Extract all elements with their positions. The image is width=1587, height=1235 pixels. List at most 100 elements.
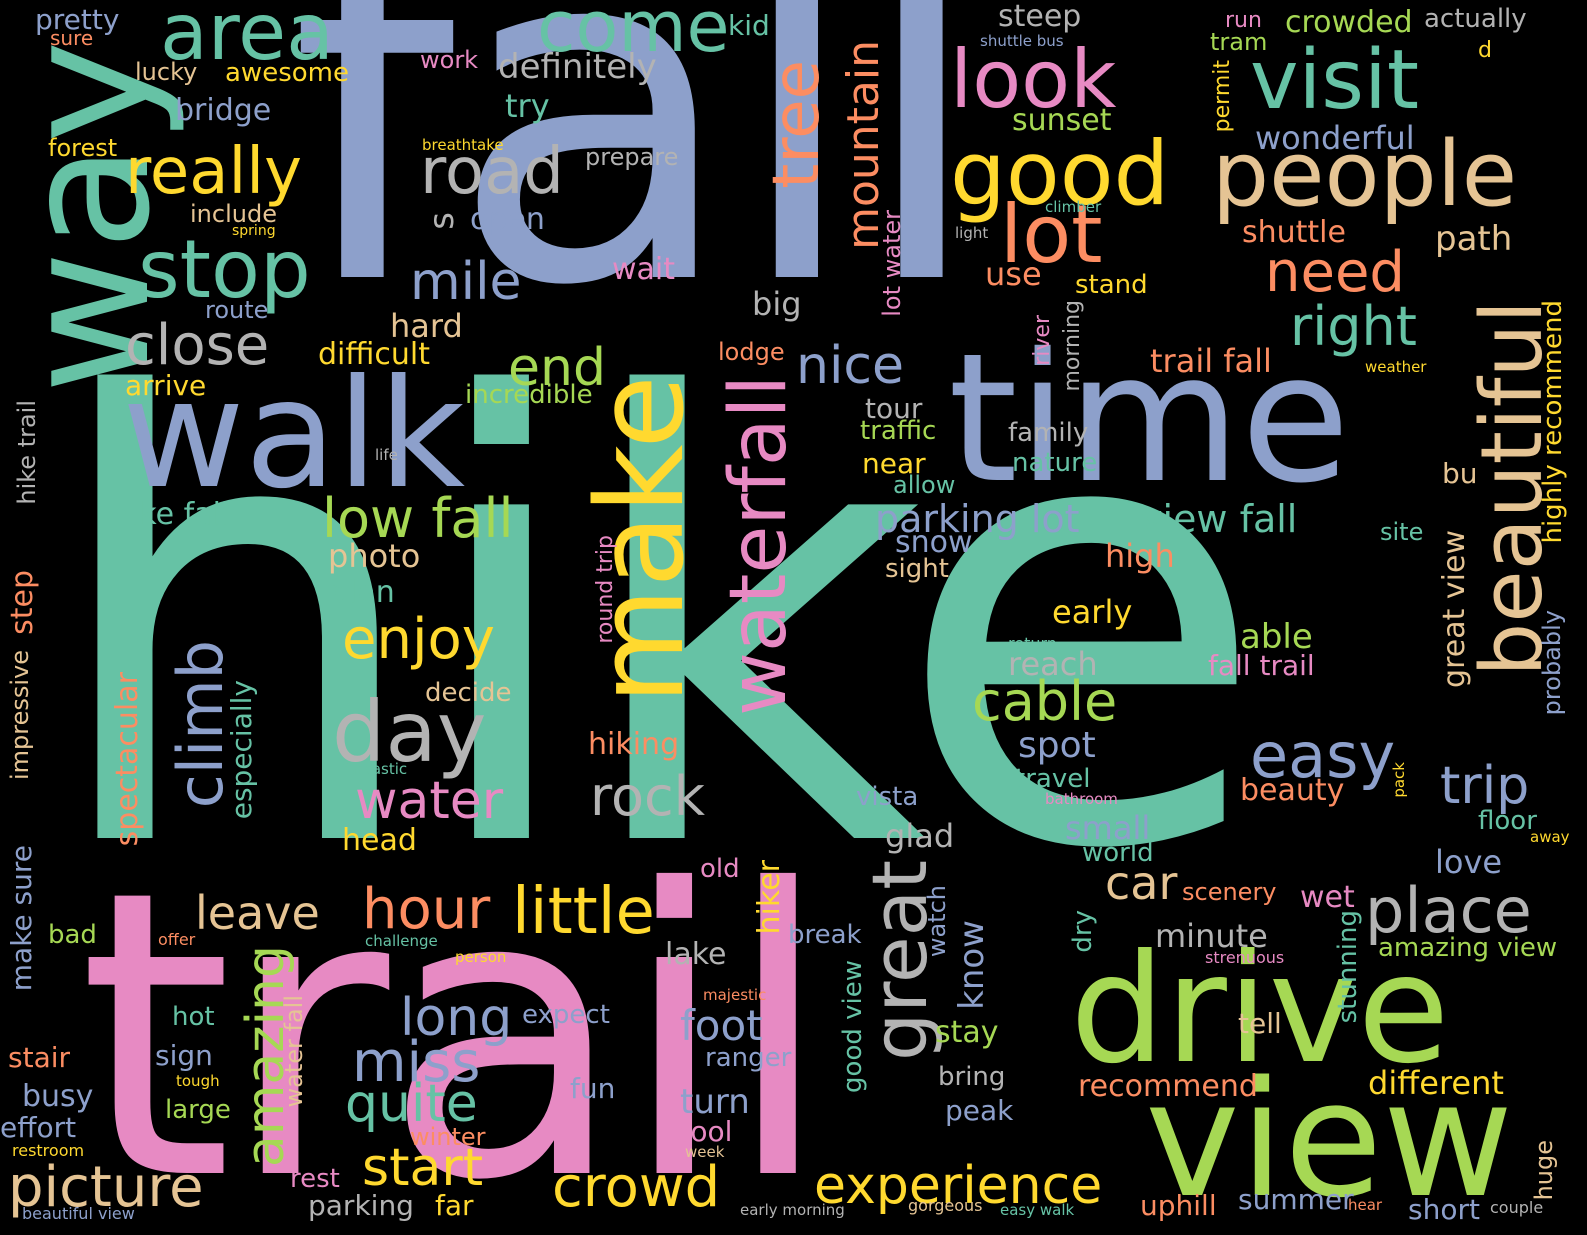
word-winter: winter <box>410 1123 486 1151</box>
word-route: route <box>205 296 269 324</box>
word-trail-fall: trail fall <box>1150 342 1272 380</box>
word-look: look <box>950 33 1117 126</box>
word-try: try <box>505 87 550 125</box>
word-allow: allow <box>893 471 956 499</box>
word-high: high <box>1105 537 1175 575</box>
word-know: know <box>952 920 992 1010</box>
word-quite: quite <box>345 1074 478 1134</box>
word-water-fall: water fall <box>280 995 308 1108</box>
word-different: different <box>1368 1064 1504 1102</box>
word-work: work <box>420 46 479 74</box>
word-climb: climb <box>164 640 237 809</box>
word-walk: walk <box>122 348 466 522</box>
word-return: return <box>1008 634 1057 653</box>
word-life: life <box>375 446 398 464</box>
word-miss: miss <box>352 1030 481 1095</box>
word-beauty: beauty <box>1240 773 1345 808</box>
word-climber: climber <box>1045 198 1102 216</box>
word-majestic: majestic <box>703 986 767 1004</box>
word-little: little <box>512 875 655 949</box>
word-travel: travel <box>1015 764 1091 794</box>
word-long: long <box>400 988 513 1048</box>
word-kid: kid <box>728 9 770 42</box>
word-rest: rest <box>290 1164 340 1194</box>
word-great-view: great view <box>1437 530 1472 688</box>
word-turn: turn <box>680 1082 750 1122</box>
word-highly-recommend: highly recommend <box>1538 300 1568 544</box>
word-definitely: definitely <box>498 47 657 87</box>
word-open: open <box>470 202 545 237</box>
word-wet: wet <box>1300 880 1355 915</box>
word-busy: busy <box>22 1079 94 1114</box>
word-day: day <box>332 683 487 781</box>
word-photo: photo <box>328 537 421 575</box>
word-include: include <box>190 200 277 228</box>
word-stair: stair <box>8 1041 71 1074</box>
word-really: really <box>125 135 302 209</box>
word-person: person <box>455 948 507 966</box>
word-come: come <box>537 0 730 68</box>
word-fun: fun <box>570 1072 616 1105</box>
word-old: old <box>700 854 740 884</box>
word-pretty: pretty <box>35 3 120 36</box>
word-d: d <box>1478 38 1492 63</box>
word-sure: sure <box>50 26 94 50</box>
word-floor: floor <box>1478 806 1537 836</box>
word-nice: nice <box>796 336 904 396</box>
word-small: small <box>1065 809 1151 847</box>
word-dry: dry <box>1068 910 1098 953</box>
word-impressive: impressive <box>6 650 34 781</box>
word-wait: wait <box>612 252 676 287</box>
word-pack: pack <box>1390 762 1408 798</box>
word-visit: visit <box>1250 33 1419 128</box>
word-bridge: bridge <box>175 93 272 128</box>
word-weather: weather <box>1365 358 1427 376</box>
word-prepare: prepare <box>585 143 679 171</box>
word-sunset: sunset <box>1012 103 1112 138</box>
word-leave: leave <box>195 886 320 940</box>
word-break: break <box>788 920 862 950</box>
word-wonderful: wonderful <box>1255 119 1415 157</box>
word-traffic: traffic <box>860 416 937 446</box>
word-hike-fall: hike fall <box>112 497 230 532</box>
word-cable: cable <box>972 670 1118 733</box>
word-step: step <box>5 570 40 635</box>
word-view-fall: view fall <box>1140 497 1298 541</box>
word-run: run <box>1225 8 1262 33</box>
word-crowded: crowded <box>1285 5 1413 40</box>
word-experience: experience <box>814 1156 1103 1216</box>
word-away: away <box>1530 828 1570 846</box>
word-gorgeous: gorgeous <box>908 1196 983 1215</box>
word-drive: drive <box>1070 923 1450 1097</box>
word-easy-walk: easy walk <box>1000 1201 1075 1219</box>
word-ranger: ranger <box>705 1043 792 1073</box>
word-decide: decide <box>425 678 512 708</box>
word-stunning: stunning <box>1333 910 1363 1024</box>
word-world: world <box>1082 838 1154 868</box>
word-steep: steep <box>998 0 1082 34</box>
word-crowd: crowd <box>552 1155 721 1220</box>
word-tree: tree <box>760 60 834 189</box>
word-stay: stay <box>935 1015 999 1050</box>
word-foot: foot <box>680 1001 763 1050</box>
word-early-morning: early morning <box>740 1201 845 1219</box>
word-expect: expect <box>522 1000 610 1030</box>
word-early: early <box>1052 593 1133 631</box>
word-restroom: restroom <box>12 1141 85 1160</box>
word-reach: reach <box>1008 645 1098 683</box>
word-hiking: hiking <box>588 727 680 762</box>
word-enjoy: enjoy <box>342 607 495 672</box>
word-bad: bad <box>48 920 97 950</box>
word-family: family <box>1008 418 1089 448</box>
word-strenuous: strenuous <box>1205 948 1285 967</box>
word-tough: tough <box>176 1072 220 1090</box>
word-lake: lake <box>665 937 727 972</box>
word-bring: bring <box>938 1062 1006 1092</box>
word-scenery: scenery <box>1182 878 1277 906</box>
word-tram: tram <box>1210 28 1268 56</box>
word-shuttle: shuttle <box>1242 215 1346 250</box>
word-time: time <box>948 315 1351 522</box>
word-round-trip: round trip <box>593 535 618 644</box>
word-hour: hour <box>362 877 491 942</box>
